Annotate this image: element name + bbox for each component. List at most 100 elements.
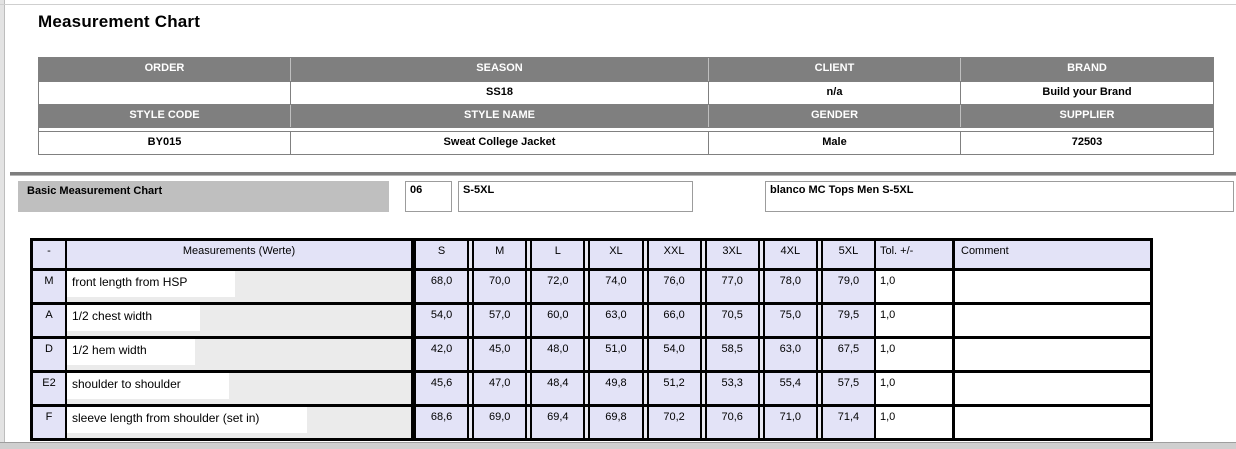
info-header-style-code: STYLE CODE [39, 105, 291, 127]
size-value-cell[interactable]: 75,0 [762, 305, 818, 336]
row-code-cell[interactable]: E2 [33, 373, 67, 404]
size-value-cell[interactable]: 55,4 [762, 373, 818, 404]
info-value-gender[interactable]: Male [709, 132, 961, 154]
size-value-cell[interactable]: 70,2 [646, 407, 702, 438]
row-code-cell[interactable]: D [33, 339, 67, 370]
size-value-cell[interactable]: 77,0 [704, 271, 760, 302]
row-code-cell[interactable]: F [33, 407, 67, 438]
row-code-cell[interactable]: A [33, 305, 67, 336]
measurement-name-cell[interactable]: 1/2 hem width [67, 339, 414, 370]
measurement-name-label: 1/2 chest width [67, 305, 201, 331]
size-value-cell[interactable]: 66,0 [646, 305, 702, 336]
size-value-cell[interactable]: 54,0 [646, 339, 702, 370]
size-value-cell[interactable]: 70,0 [472, 271, 528, 302]
size-value-cell[interactable]: 71,4 [820, 407, 876, 438]
size-value-cell[interactable]: 48,4 [530, 373, 586, 404]
comment-cell[interactable] [955, 407, 1150, 438]
measurement-row: D 1/2 hem width 42,0 45,0 48,0 51,0 54,0… [33, 336, 1150, 370]
column-header-4xl: 4XL [762, 241, 818, 268]
size-value-cell[interactable]: 51,0 [588, 339, 644, 370]
column-header-xxl: XXL [646, 241, 702, 268]
tol-cell[interactable]: 1,0 [876, 305, 955, 336]
info-value-client[interactable]: n/a [709, 82, 961, 104]
size-value-cell[interactable]: 69,4 [530, 407, 586, 438]
info-value-style-code[interactable]: BY015 [39, 132, 291, 154]
column-header-l: L [530, 241, 586, 268]
size-value-cell[interactable]: 42,0 [414, 339, 470, 370]
size-value-cell[interactable]: 68,0 [414, 271, 470, 302]
measurement-name-cell[interactable]: 1/2 chest width [67, 305, 414, 336]
size-value-cell[interactable]: 57,5 [820, 373, 876, 404]
measurement-name-label: sleeve length from shoulder (set in) [67, 407, 308, 433]
measurement-row: F sleeve length from shoulder (set in) 6… [33, 404, 1150, 438]
size-values-strip: 45,6 47,0 48,4 49,8 51,2 53,3 55,4 57,5 [414, 373, 876, 404]
info-spacer-row [39, 127, 1213, 131]
comment-cell[interactable] [955, 339, 1150, 370]
column-header-measurements: Measurements (Werte) [67, 241, 414, 268]
size-value-cell[interactable]: 51,2 [646, 373, 702, 404]
size-value-cell[interactable]: 67,5 [820, 339, 876, 370]
size-value-cell[interactable]: 70,6 [704, 407, 760, 438]
size-values-strip: 68,6 69,0 69,4 69,8 70,2 70,6 71,0 71,4 [414, 407, 876, 438]
size-value-cell[interactable]: 49,8 [588, 373, 644, 404]
tol-cell[interactable]: 1,0 [876, 339, 955, 370]
column-header-xl: XL [588, 241, 644, 268]
size-value-cell[interactable]: 76,0 [646, 271, 702, 302]
chart-description-field[interactable]: blanco MC Tops Men S-5XL [765, 181, 1234, 212]
tol-cell[interactable]: 1,0 [876, 271, 955, 302]
measurement-name-cell[interactable]: front length from HSP [67, 271, 414, 302]
measurement-table-body: M front length from HSP 68,0 70,0 72,0 7… [33, 268, 1150, 438]
size-value-cell[interactable]: 70,5 [704, 305, 760, 336]
size-value-cell[interactable]: 79,0 [820, 271, 876, 302]
chart-code-field[interactable]: 06 [405, 181, 452, 212]
size-value-cell[interactable]: 48,0 [530, 339, 586, 370]
measurement-row: M front length from HSP 68,0 70,0 72,0 7… [33, 268, 1150, 302]
info-value-row: BY015 Sweat College Jacket Male 72503 [39, 131, 1213, 154]
size-values-strip: 42,0 45,0 48,0 51,0 54,0 58,5 63,0 67,5 [414, 339, 876, 370]
size-value-cell[interactable]: 71,0 [762, 407, 818, 438]
column-header-tolerance: Tol. +/- [876, 241, 955, 268]
size-value-cell[interactable]: 69,0 [472, 407, 528, 438]
size-value-cell[interactable]: 72,0 [530, 271, 586, 302]
size-value-cell[interactable]: 63,0 [762, 339, 818, 370]
row-code-cell[interactable]: M [33, 271, 67, 302]
info-value-supplier[interactable]: 72503 [961, 132, 1213, 154]
measurement-row: A 1/2 chest width 54,0 57,0 60,0 63,0 66… [33, 302, 1150, 336]
info-value-season[interactable]: SS18 [291, 82, 709, 104]
column-header-dash: - [33, 241, 67, 268]
size-value-cell[interactable]: 54,0 [414, 305, 470, 336]
measurement-name-label: front length from HSP [67, 271, 236, 297]
info-table: ORDER SEASON CLIENT BRAND SS18 n/a Build… [38, 57, 1214, 155]
size-value-cell[interactable]: 57,0 [472, 305, 528, 336]
info-header-supplier: SUPPLIER [961, 105, 1213, 127]
tol-cell[interactable]: 1,0 [876, 407, 955, 438]
size-value-cell[interactable]: 79,5 [820, 305, 876, 336]
column-header-3xl: 3XL [704, 241, 760, 268]
tol-cell[interactable]: 1,0 [876, 373, 955, 404]
size-value-cell[interactable]: 60,0 [530, 305, 586, 336]
info-value-brand[interactable]: Build your Brand [961, 82, 1213, 104]
size-value-cell[interactable]: 78,0 [762, 271, 818, 302]
info-value-style-name[interactable]: Sweat College Jacket [291, 132, 709, 154]
comment-cell[interactable] [955, 305, 1150, 336]
size-value-cell[interactable]: 45,6 [414, 373, 470, 404]
size-value-cell[interactable]: 47,0 [472, 373, 528, 404]
measurement-row: E2 shoulder to shoulder 45,6 47,0 48,4 4… [33, 370, 1150, 404]
info-value-row: SS18 n/a Build your Brand [39, 81, 1213, 104]
size-range-field[interactable]: S-5XL [458, 181, 693, 212]
page-bottom-edge [0, 442, 1236, 449]
column-header-m: M [472, 241, 528, 268]
measurement-name-cell[interactable]: shoulder to shoulder [67, 373, 414, 404]
size-value-cell[interactable]: 74,0 [588, 271, 644, 302]
size-value-cell[interactable]: 68,6 [414, 407, 470, 438]
size-value-cell[interactable]: 69,8 [588, 407, 644, 438]
size-value-cell[interactable]: 63,0 [588, 305, 644, 336]
measurement-name-cell[interactable]: sleeve length from shoulder (set in) [67, 407, 414, 438]
size-value-cell[interactable]: 58,5 [704, 339, 760, 370]
comment-cell[interactable] [955, 373, 1150, 404]
info-value-order[interactable] [39, 82, 291, 104]
comment-cell[interactable] [955, 271, 1150, 302]
size-values-strip: 68,0 70,0 72,0 74,0 76,0 77,0 78,0 79,0 [414, 271, 876, 302]
size-value-cell[interactable]: 45,0 [472, 339, 528, 370]
size-value-cell[interactable]: 53,3 [704, 373, 760, 404]
